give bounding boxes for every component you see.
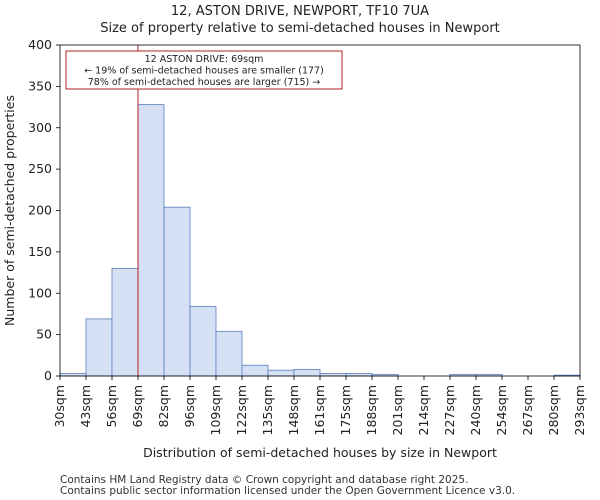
footer-licence: Contains public sector information licen… <box>60 485 516 497</box>
annotation-line-1: 12 ASTON DRIVE: 69sqm <box>145 54 264 65</box>
y-tick-label: 400 <box>28 37 52 52</box>
annotation-line-3: 78% of semi-detached houses are larger (… <box>88 77 321 88</box>
bar-56sqm <box>111 268 139 377</box>
x-tick-label: 135sqm <box>260 385 275 435</box>
x-tick-label: 267sqm <box>520 385 535 435</box>
x-axis-title: Distribution of semi-detached houses by … <box>143 445 497 460</box>
x-tick-label: 293sqm <box>572 385 587 435</box>
x-tick-label: 188sqm <box>364 385 379 435</box>
x-tick-label: 161sqm <box>312 385 327 435</box>
x-tick-label: 43sqm <box>78 385 93 428</box>
y-tick-label: 300 <box>28 120 52 135</box>
x-tick-label: 227sqm <box>442 385 457 435</box>
bar-135sqm <box>267 369 295 377</box>
y-tick-label: 250 <box>28 161 52 176</box>
x-tick-label: 148sqm <box>286 385 301 435</box>
chart-title: 12, ASTON DRIVE, NEWPORT, TF10 7UA <box>170 4 430 19</box>
x-tick-label: 240sqm <box>468 385 483 435</box>
x-tick-label: 69sqm <box>130 385 145 428</box>
bar-96sqm <box>189 306 217 377</box>
y-tick-label: 200 <box>28 203 52 218</box>
x-tick-label: 56sqm <box>104 385 119 428</box>
x-tick-label: 122sqm <box>234 385 249 435</box>
annotation-box <box>65 50 343 90</box>
x-tick-label: 82sqm <box>156 385 171 428</box>
bar-122sqm <box>241 364 269 377</box>
bar-148sqm <box>293 368 321 377</box>
x-tick-label: 30sqm <box>52 385 67 428</box>
y-tick-label: 50 <box>36 327 52 342</box>
footer-copyright: Contains HM Land Registry data © Crown c… <box>60 474 469 486</box>
y-tick-label: 150 <box>28 244 52 259</box>
x-tick-label: 96sqm <box>182 385 197 428</box>
histogram-chart: 0 50 100 150 200 250 300 350 400 30sqm 43sqm 56sqm 6… <box>2 37 587 460</box>
x-tick-label: 109sqm <box>208 385 223 435</box>
bar-69sqm <box>137 104 165 377</box>
x-tick-label: 175sqm <box>338 385 353 435</box>
y-axis-title: Number of semi-detached properties <box>2 95 17 326</box>
x-tick-label: 214sqm <box>416 385 431 435</box>
x-tick-label: 201sqm <box>390 385 405 435</box>
chart-subtitle: Size of property relative to semi-detach… <box>100 21 500 36</box>
bar-82sqm <box>163 206 191 377</box>
bar-109sqm <box>215 330 243 377</box>
x-tick-label: 280sqm <box>546 385 561 435</box>
bar-43sqm <box>85 318 113 377</box>
annotation-line-2: ← 19% of semi-detached houses are smalle… <box>84 66 324 77</box>
y-tick-label: 100 <box>28 285 52 300</box>
x-tick-label: 254sqm <box>494 385 509 435</box>
y-tick-label: 350 <box>28 78 52 93</box>
y-tick-label: 0 <box>44 368 52 383</box>
